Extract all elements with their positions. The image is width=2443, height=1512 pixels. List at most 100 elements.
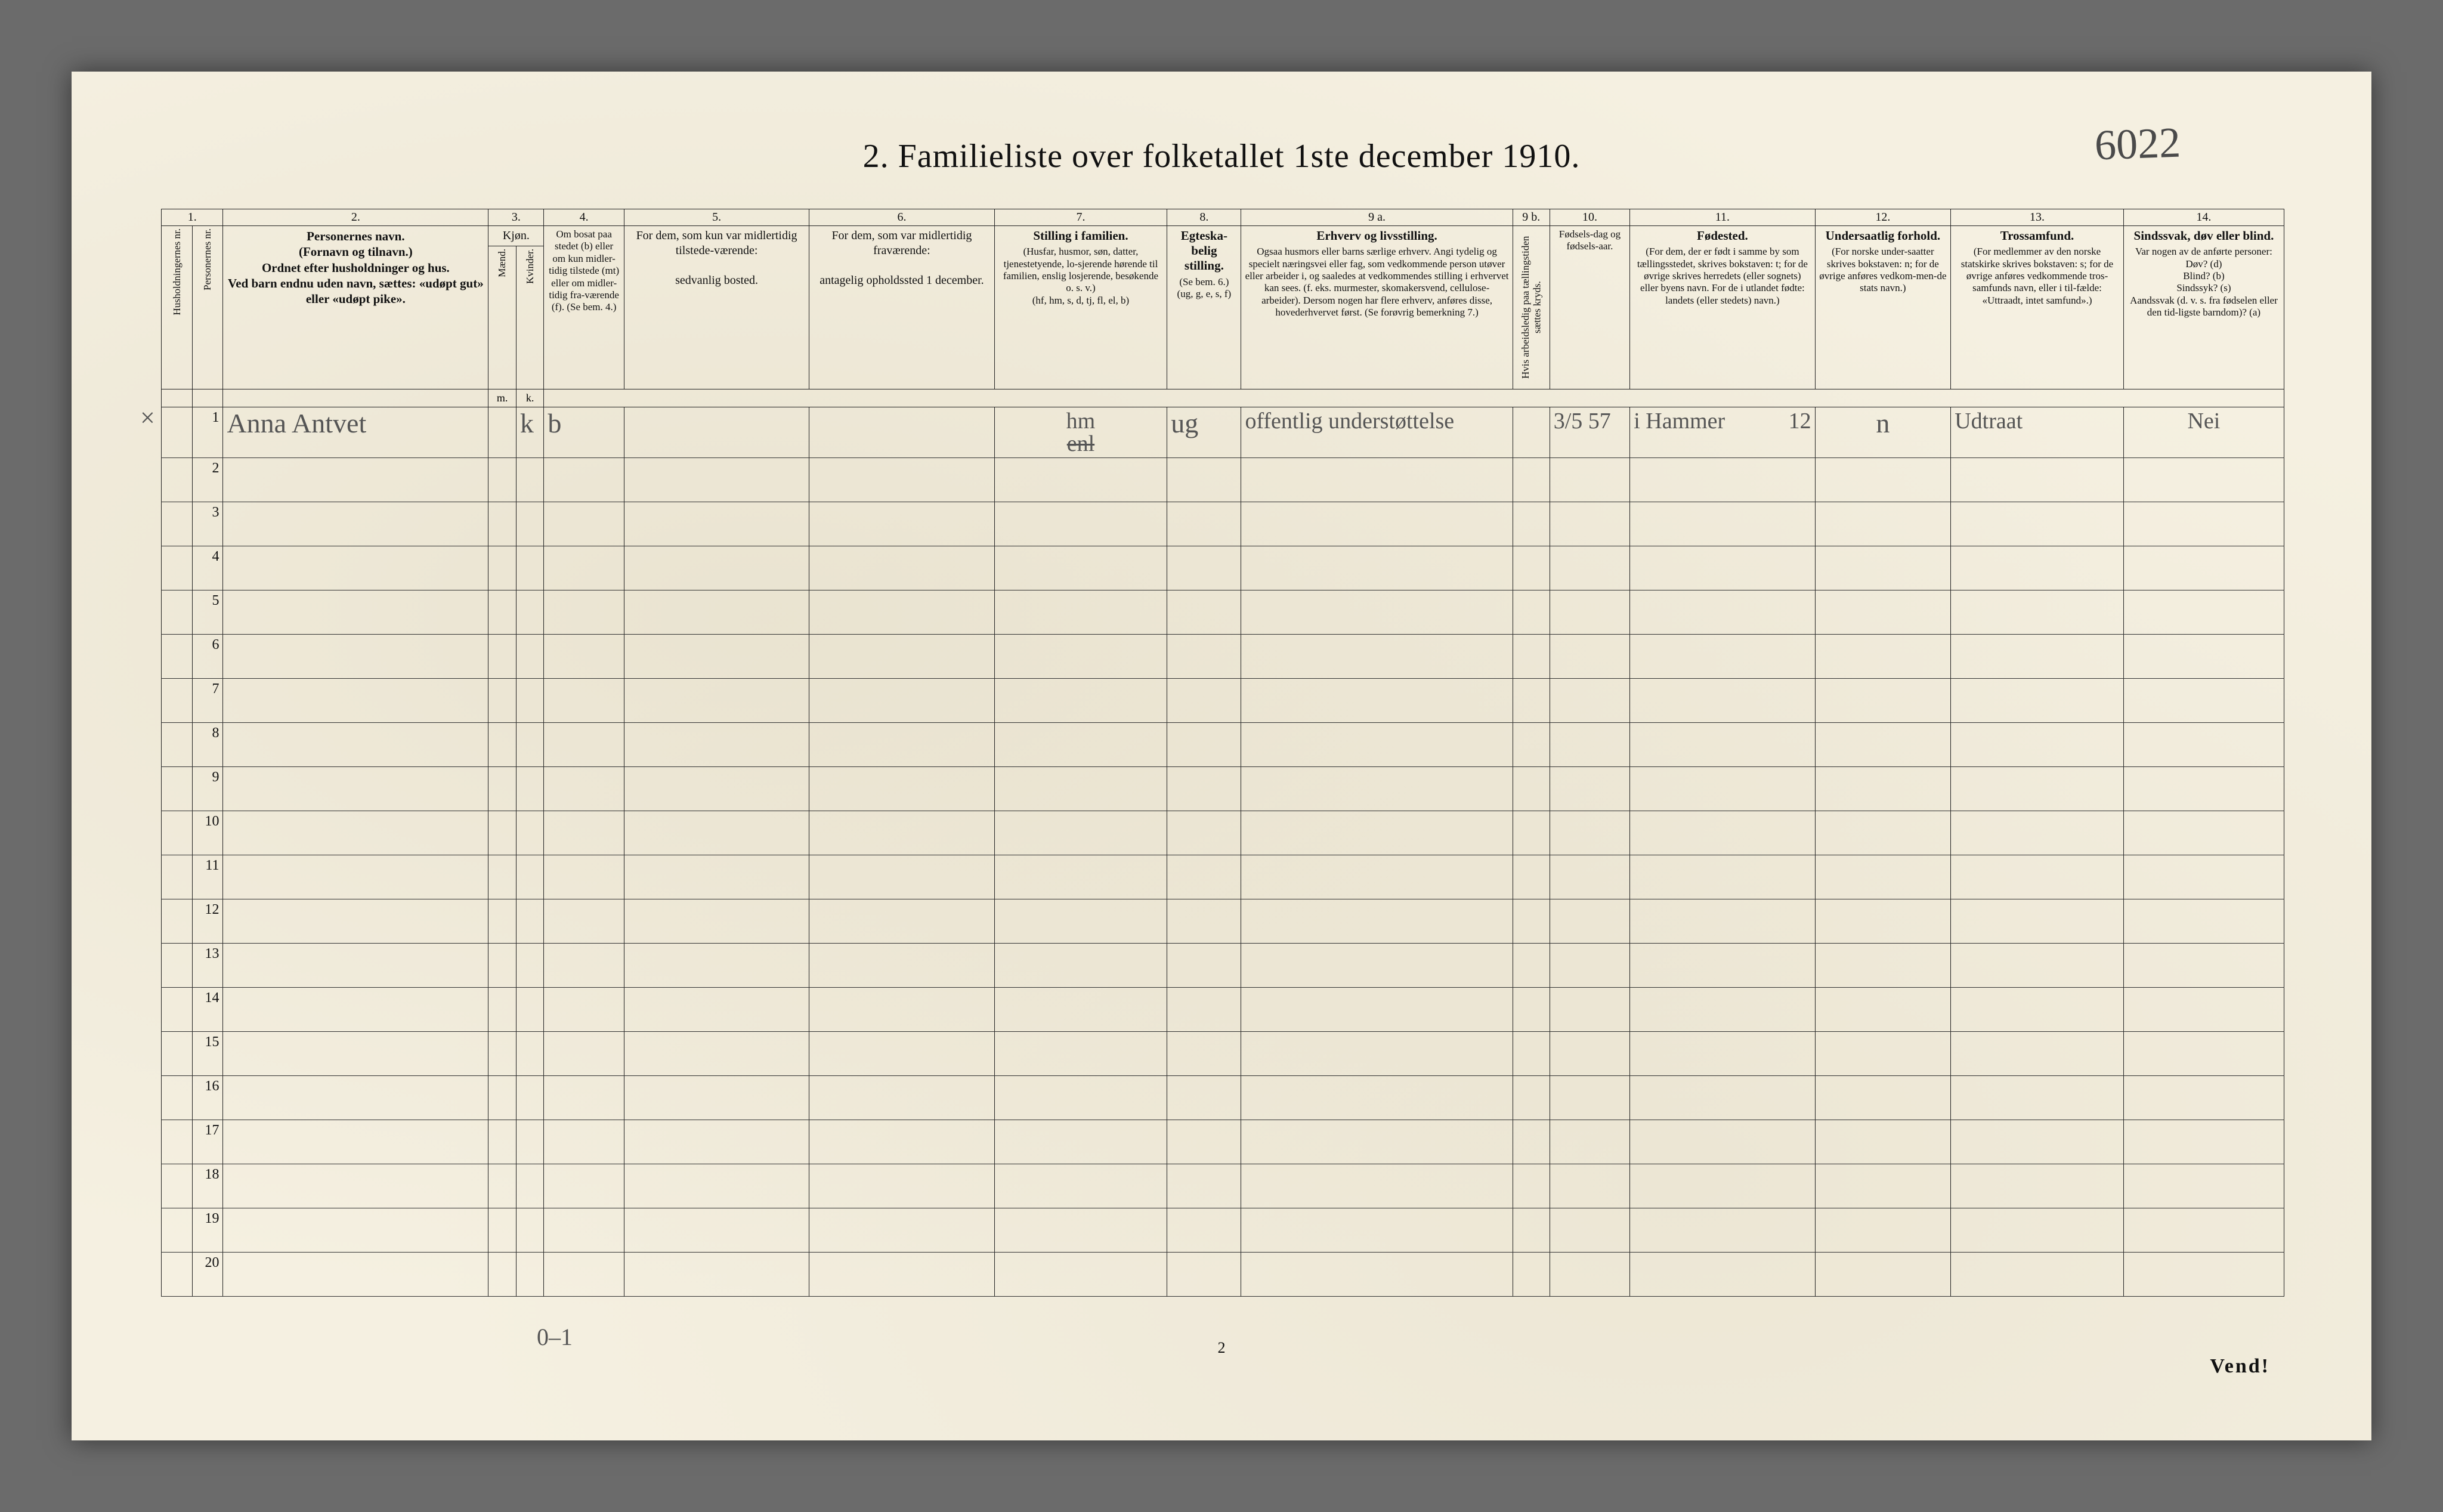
cell-blank xyxy=(1630,988,1815,1032)
cell-blank xyxy=(516,1253,544,1297)
hdr-fodsel: Fødsels-dag og fødsels-aar. xyxy=(1550,226,1629,389)
cell-person-nr: 12 xyxy=(192,899,223,944)
cell-blank xyxy=(809,723,994,767)
cell-stilling: hm enl xyxy=(994,407,1167,458)
cell-person-nr: 5 xyxy=(192,590,223,635)
cell-blank xyxy=(994,458,1167,502)
hdr-kjon-group: Kjøn. xyxy=(488,226,544,246)
cell-blank xyxy=(488,1208,517,1253)
cell-blank xyxy=(162,855,193,899)
mk-blank2 xyxy=(192,389,223,407)
page-title: 2. Familieliste over folketallet 1ste de… xyxy=(72,137,2371,175)
cell-blank xyxy=(1550,988,1629,1032)
cell-blank xyxy=(1241,1032,1513,1076)
cell-blank xyxy=(1167,767,1241,811)
cell-blank xyxy=(1630,855,1815,899)
table-row: 11 xyxy=(162,855,2284,899)
cell-blank xyxy=(1630,1032,1815,1076)
cell-blank xyxy=(1951,855,2124,899)
cell-blank xyxy=(1241,1208,1513,1253)
cell-bosat: b xyxy=(544,407,624,458)
cell-blank xyxy=(994,723,1167,767)
cell-blank xyxy=(1630,590,1815,635)
table-row: 10 xyxy=(162,811,2284,855)
colnum-11: 11. xyxy=(1630,209,1815,226)
cell-blank xyxy=(624,944,809,988)
cell-blank xyxy=(1550,635,1629,679)
cell-blank xyxy=(1167,723,1241,767)
cell-midl-fravaer xyxy=(809,407,994,458)
cell-blank xyxy=(544,723,624,767)
cell-blank xyxy=(1167,635,1241,679)
cell-blank xyxy=(516,635,544,679)
cell-erhverv: offentlig understøttelse xyxy=(1241,407,1513,458)
cell-blank xyxy=(162,899,193,944)
cell-blank xyxy=(544,458,624,502)
cell-blank xyxy=(544,1164,624,1208)
cell-person-nr: 10 xyxy=(192,811,223,855)
cell-blank xyxy=(223,502,488,546)
cell-blank xyxy=(1951,899,2124,944)
cell-blank xyxy=(1815,1208,1951,1253)
cell-blank xyxy=(488,635,517,679)
table-row: 14 xyxy=(162,988,2284,1032)
cell-blank xyxy=(1951,811,2124,855)
cell-blank xyxy=(1550,899,1629,944)
cell-blank xyxy=(1951,1032,2124,1076)
cell-blank xyxy=(2123,988,2284,1032)
cell-blank xyxy=(223,855,488,899)
cell-blank xyxy=(488,1164,517,1208)
cell-blank xyxy=(1550,811,1629,855)
table-row: 4 xyxy=(162,546,2284,590)
cell-blank xyxy=(1550,679,1629,723)
cell-blank xyxy=(1513,723,1550,767)
hdr-midl-fravaer: For dem, som var midlertidig fraværende:… xyxy=(809,226,994,389)
cell-blank xyxy=(809,458,994,502)
cell-blank xyxy=(1815,458,1951,502)
cell-blank xyxy=(1167,590,1241,635)
hdr-person-nr: Personernes nr. xyxy=(192,226,223,389)
table-row: 15 xyxy=(162,1032,2284,1076)
census-form-page: 2. Familieliste over folketallet 1ste de… xyxy=(72,72,2371,1440)
cell-blank xyxy=(516,679,544,723)
cell-blank xyxy=(488,1253,517,1297)
cell-blank xyxy=(223,458,488,502)
cell-blank xyxy=(1951,988,2124,1032)
cell-blank xyxy=(488,811,517,855)
cell-blank xyxy=(162,1164,193,1208)
cell-blank xyxy=(809,546,994,590)
cell-blank xyxy=(1167,899,1241,944)
cell-blank xyxy=(624,1076,809,1120)
cell-blank xyxy=(624,1253,809,1297)
cell-blank xyxy=(544,811,624,855)
cell-blank xyxy=(516,1208,544,1253)
cell-blank xyxy=(1630,944,1815,988)
cell-blank xyxy=(516,458,544,502)
cell-blank xyxy=(1550,1032,1629,1076)
cell-blank xyxy=(1951,1120,2124,1164)
cell-blank xyxy=(1513,502,1550,546)
table-row: 12 xyxy=(162,899,2284,944)
cell-person-nr: 17 xyxy=(192,1120,223,1164)
cell-fodsel: 3/5 57 xyxy=(1550,407,1629,458)
cell-midl-tilstede xyxy=(624,407,809,458)
cell-blank xyxy=(1630,1120,1815,1164)
cell-blank xyxy=(544,767,624,811)
cell-person-nr: 11 xyxy=(192,855,223,899)
cell-blank xyxy=(624,502,809,546)
handwritten-page-id: 6022 xyxy=(2094,118,2182,171)
cell-blank xyxy=(2123,944,2284,988)
cell-blank xyxy=(162,546,193,590)
cell-blank xyxy=(223,811,488,855)
table-row: 16 xyxy=(162,1076,2284,1120)
cell-blank xyxy=(624,811,809,855)
cell-blank xyxy=(1630,502,1815,546)
census-table: 1. 2. 3. 4. 5. 6. 7. 8. 9 a. 9 b. 10. 11… xyxy=(161,209,2284,1297)
colnum-3: 3. xyxy=(488,209,544,226)
cell-person-nr: 13 xyxy=(192,944,223,988)
cell-blank xyxy=(1241,458,1513,502)
cell-blank xyxy=(809,1253,994,1297)
cell-blank xyxy=(516,1164,544,1208)
cell-sindssvak: Nei xyxy=(2123,407,2284,458)
cell-blank xyxy=(1815,944,1951,988)
